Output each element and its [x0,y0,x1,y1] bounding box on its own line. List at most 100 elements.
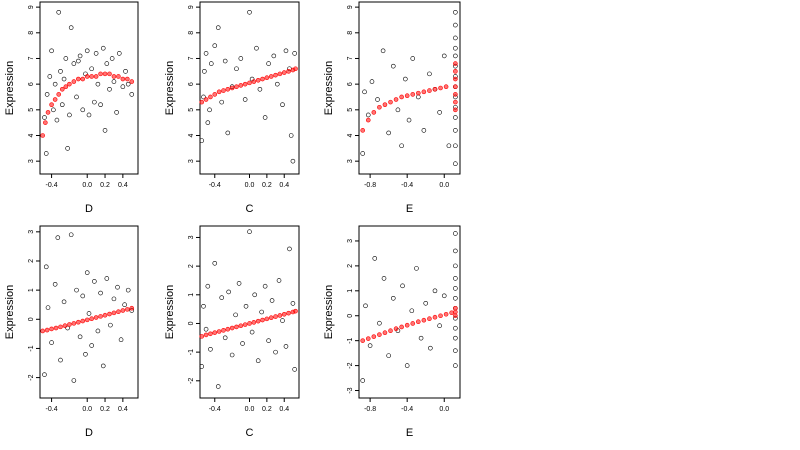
x-tick-label: 0.4 [279,406,289,413]
observed-point [202,69,207,74]
fitted-point [107,71,112,77]
observed-point [42,372,47,377]
observed-point [292,367,297,372]
observed-point [399,143,404,149]
scatter-panel-2: -0.4 0.0 0.2 0.4 3 4 5 6 7 8 9 C Expression [164,1,300,215]
observed-point [453,128,458,133]
y-axis-label: Expression [323,61,335,115]
observed-point [453,286,458,291]
observed-point [219,295,225,300]
observed-point [259,309,264,315]
fitted-point [268,315,274,321]
fitted-point [52,97,58,102]
observed-point [410,56,416,61]
fitted-point [382,330,388,335]
observed-point [280,102,285,107]
fitted-point [76,319,81,325]
fitted-point [221,88,226,93]
observed-point [86,311,92,316]
observed-point [49,340,54,345]
observed-point [68,232,74,238]
fitted-point [453,69,458,74]
fitted-point [371,334,377,339]
fitted-point [251,79,257,84]
observed-point [453,231,458,236]
fitted-point [49,326,54,332]
fitted-point [427,88,432,93]
y-tick-label: 4 [347,133,354,137]
fitted-point [45,110,51,115]
observed-point [118,337,124,342]
observed-point [59,102,65,107]
observed-point [109,56,115,61]
observed-point [375,97,380,102]
fitted-point [84,317,90,323]
observed-point [274,81,280,87]
observed-point [363,303,368,309]
fitted-point [44,327,50,333]
fitted-point [102,312,108,318]
y-tick-label: 1 [347,289,354,293]
observed-point [229,352,235,358]
x-tick-label: 0.0 [439,182,449,189]
observed-point [271,53,277,59]
observed-point [266,61,271,66]
observed-point [92,99,97,105]
y-tick-label: -2 [28,374,35,380]
observed-point [74,94,79,100]
x-tick-label: -0.8 [364,182,376,189]
y-tick-label: 4 [28,133,35,137]
observed-point [93,51,99,56]
observed-point [104,61,110,66]
fitted-point [255,77,261,83]
observed-point [377,320,382,326]
x-tick-label: 0.0 [245,406,255,413]
fitted-point [67,322,72,327]
observed-point [257,86,263,92]
x-tick-label: 0.2 [262,406,272,413]
observed-point [453,325,458,331]
observed-point [432,288,438,294]
y-axis-label: Expression [164,61,176,115]
fitted-point [360,338,366,343]
fitted-point [427,316,432,322]
observed-point [65,325,70,331]
fitted-point [247,80,252,86]
observed-point [76,58,81,64]
fitted-point [421,317,427,323]
fitted-point [234,84,239,90]
observed-point [372,256,378,261]
scatter-panel-5: -0.4 0.0 0.2 0.4 -2 -1 0 1 2 3 C Expression [164,225,300,439]
fitted-point [377,104,382,110]
observed-point [120,84,126,90]
observed-point [233,312,238,318]
fitted-point [443,84,449,90]
observed-point [111,296,117,302]
observed-point [360,378,366,383]
fitted-point [268,74,274,79]
fitted-point [212,330,218,335]
x-tick-label: 0.4 [118,182,128,189]
fitted-point [404,93,410,99]
fitted-point [203,332,209,338]
observed-point [243,303,249,309]
observed-point [273,349,278,355]
scatter-panel-1: -0.4 0.0 0.2 0.4 3 4 5 6 7 8 9 D Expression [4,1,139,215]
fitted-point [229,325,235,331]
observed-point [100,363,106,369]
fitted-point [388,99,393,105]
fitted-point [199,334,205,339]
fitted-point [125,76,130,82]
y-tick-label: 9 [28,5,35,9]
fitted-point [208,94,213,100]
fitted-point [62,323,68,329]
observed-point [453,115,458,120]
observed-point [61,299,67,305]
observed-point [104,276,110,281]
fitted-point [365,117,371,123]
x-axis-label: E [406,203,413,215]
observed-point [95,328,101,334]
y-tick-label: 8 [28,31,35,35]
fitted-point [410,92,416,97]
fitted-point [199,99,205,105]
